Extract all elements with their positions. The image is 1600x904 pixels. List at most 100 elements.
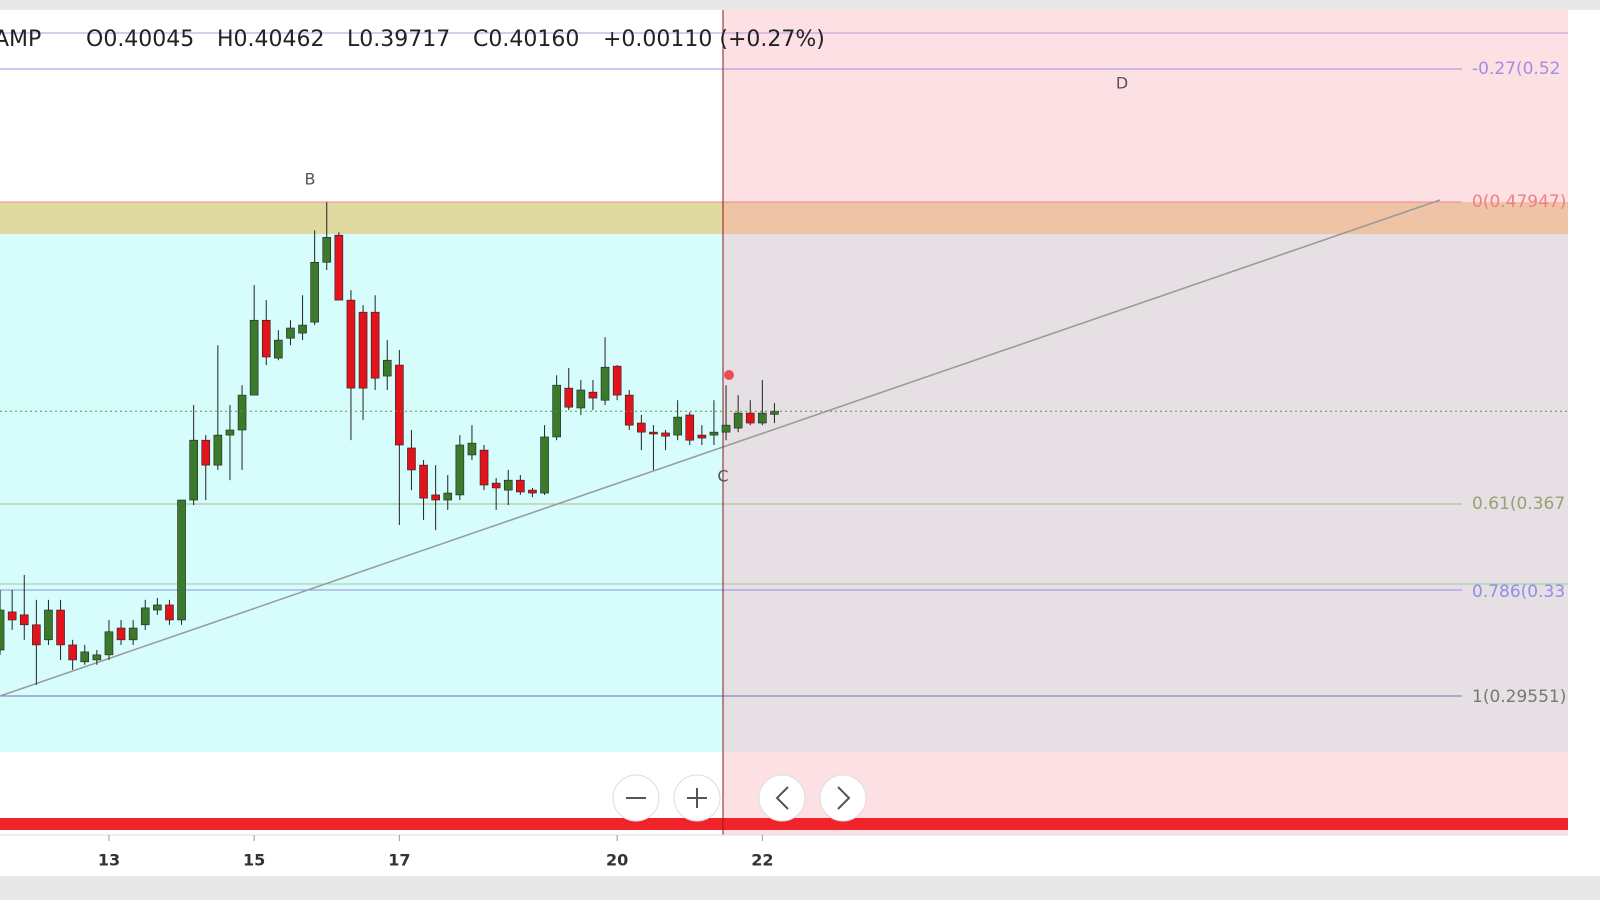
candle-body: [80, 651, 90, 663]
candle-body: [491, 482, 501, 489]
candle-body: [177, 499, 186, 621]
candle-body: [322, 237, 332, 263]
symbol: AMP: [0, 27, 41, 52]
candle-body: [637, 422, 646, 433]
top-border: [0, 0, 1600, 10]
open: O0.40045: [86, 27, 194, 52]
candle-body: [140, 607, 150, 626]
close: C0.40160: [473, 27, 579, 52]
candle-body: [104, 631, 114, 656]
high: H0.40462: [217, 27, 325, 52]
candle-body: [600, 366, 610, 401]
fib-label: 0(0.47947): [1472, 192, 1566, 212]
candle-body: [528, 489, 537, 494]
x-tick-label: 17: [388, 851, 410, 870]
candle-body: [153, 604, 162, 611]
point-label: B: [305, 170, 316, 189]
point-label: D: [1116, 74, 1128, 93]
trend-line: [0, 199, 1441, 697]
candle-body: [116, 627, 126, 641]
candle-body: [721, 424, 731, 433]
zone-orange: [723, 202, 1568, 234]
candle-body: [612, 365, 622, 396]
candle-body: [443, 492, 453, 501]
zone-cyan: [0, 234, 723, 752]
candle-body: [649, 431, 658, 435]
candle-body: [576, 389, 586, 409]
zone-gray: [723, 234, 1568, 752]
candle-body: [516, 479, 525, 493]
candle-body: [44, 609, 53, 641]
fib-label: -0.27(0.52: [1472, 59, 1560, 79]
candle-body: [624, 394, 634, 426]
candle-body: [431, 494, 440, 501]
candle-body: [68, 644, 77, 661]
candle-body: [7, 611, 17, 621]
candle-body: [661, 432, 670, 437]
candle-body: [407, 447, 416, 471]
candle-body: [56, 609, 65, 646]
candle-body: [213, 434, 223, 466]
zone-yellow: [0, 202, 723, 234]
candle-body: [503, 479, 513, 491]
scroll-left-button[interactable]: [758, 774, 806, 822]
scroll-right-button[interactable]: [819, 774, 867, 822]
x-tick-label: 15: [243, 851, 265, 870]
candle-body: [249, 319, 259, 396]
zoom-out-button[interactable]: [612, 774, 660, 822]
candle-body: [540, 436, 549, 494]
fib-label: 0.61(0.367: [1472, 494, 1565, 514]
candle-body: [0, 609, 5, 651]
candle-body: [479, 449, 489, 486]
candle-body: [673, 416, 682, 436]
red-bar: [0, 818, 1568, 830]
candle-body: [395, 364, 404, 446]
candle-body: [298, 324, 307, 334]
x-tick-label: 13: [98, 851, 120, 870]
candle-body: [346, 299, 356, 389]
marker-dot: [724, 370, 734, 380]
candle-body: [128, 627, 138, 641]
x-tick-label: 20: [606, 851, 628, 870]
x-tick-label: 22: [751, 851, 773, 870]
candle-body: [419, 464, 428, 499]
time-axis: [0, 835, 1600, 878]
spacer: [0, 20, 830, 21]
candle-body: [334, 234, 344, 301]
candle-body: [709, 431, 719, 436]
candle-body: [201, 439, 211, 466]
candles: [0, 202, 1568, 685]
candle-body: [370, 311, 380, 379]
candle-body: [274, 339, 283, 359]
candle-body: [745, 412, 755, 424]
low: L0.39717: [347, 27, 450, 52]
bottom-border: [0, 876, 1600, 900]
candle-body: [189, 439, 198, 501]
candle-body: [92, 654, 102, 661]
fib-label: 1(0.29551): [1472, 687, 1566, 707]
candle-body: [697, 434, 707, 439]
candle-body: [225, 429, 235, 436]
candle-body: [770, 410, 779, 415]
candle-body: [758, 412, 767, 424]
candle-body: [165, 604, 174, 621]
candle-body: [382, 359, 392, 377]
candle-body: [286, 327, 295, 339]
candle-body: [564, 387, 574, 408]
candle-body: [455, 444, 465, 496]
point-label: C: [717, 467, 728, 486]
fib-label: 0.786(0.33: [1472, 582, 1565, 602]
candle-body: [685, 414, 695, 441]
candle-body: [32, 624, 41, 646]
candle-body: [310, 261, 319, 323]
candle-body: [733, 412, 743, 429]
zoom-in-button[interactable]: [673, 774, 721, 822]
candle-body: [358, 311, 368, 389]
candle-body: [261, 319, 271, 358]
candle-body: [237, 394, 247, 431]
candle-body: [467, 442, 477, 456]
candle-body: [19, 614, 29, 626]
change: +0.00110 (+0.27%): [603, 27, 825, 52]
candle-body: [588, 391, 598, 399]
